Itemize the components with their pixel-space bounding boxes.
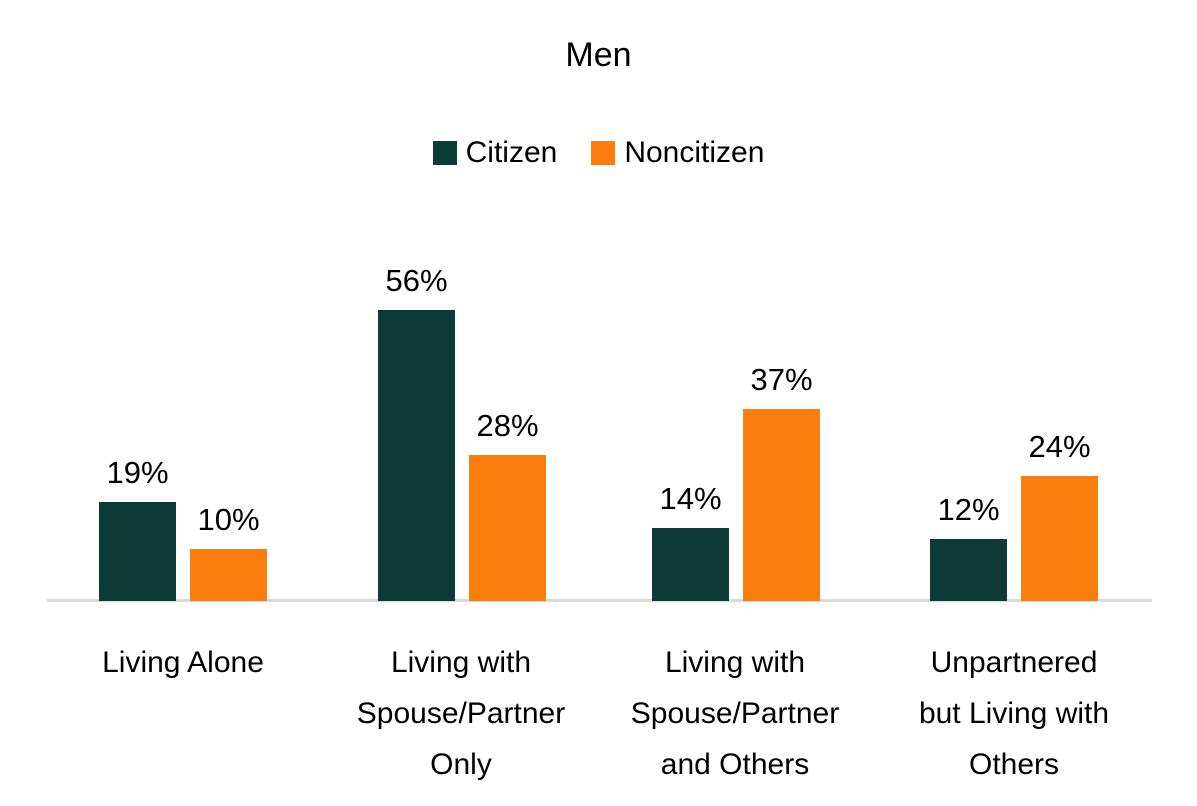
x-axis-line	[47, 599, 1152, 602]
legend-label-noncitizen: Noncitizen	[624, 136, 765, 169]
chart-title: Men	[565, 36, 632, 74]
bar-group-unpartnered: 12% 24%	[930, 427, 1098, 601]
bar-column: 19%	[99, 453, 176, 601]
bar-group-spouse-only: 56% 28%	[378, 261, 546, 601]
bar-group-living-alone: 19% 10%	[99, 453, 267, 601]
category-label-line: Spouse/Partner	[356, 697, 566, 730]
bar-citizen	[930, 539, 1007, 601]
category-label-line: Others	[968, 748, 1060, 781]
category-label-line: Living Alone	[102, 646, 264, 679]
value-label: 56%	[385, 263, 448, 298]
category-label-line: Spouse/Partner	[630, 697, 840, 730]
bar-column: 12%	[930, 490, 1007, 601]
value-label: 12%	[937, 492, 1000, 527]
value-label: 24%	[1028, 429, 1091, 464]
bar-column: 37%	[743, 360, 820, 601]
legend-item-noncitizen: Noncitizen	[591, 136, 764, 170]
value-label: 10%	[197, 502, 260, 537]
citizen-swatch-icon	[432, 141, 457, 165]
category-label-spouse-only: Living with Spouse/Partner Only	[311, 637, 611, 790]
category-label-line: Living with	[390, 646, 532, 679]
bar-column: 56%	[378, 261, 455, 601]
noncitizen-swatch-icon	[591, 141, 616, 165]
plot-area: 19% 10% 56% 28% 14% 37%	[47, 261, 1152, 602]
bar-column: 24%	[1021, 427, 1098, 601]
bar-group-spouse-others: 14% 37%	[652, 360, 820, 601]
bar-noncitizen	[469, 455, 546, 601]
category-label-line: but Living with	[918, 697, 1110, 730]
bar-noncitizen	[743, 409, 820, 601]
bar-citizen	[652, 528, 729, 601]
category-label-line: and Others	[660, 748, 810, 781]
value-label: 28%	[476, 408, 539, 443]
bar-citizen	[99, 502, 176, 601]
bar-noncitizen	[190, 549, 267, 601]
bar-column: 10%	[190, 500, 267, 601]
category-label-line: Unpartnered	[930, 646, 1098, 679]
legend-label-citizen: Citizen	[465, 136, 558, 169]
legend-item-citizen: Citizen	[432, 136, 558, 170]
value-label: 14%	[659, 481, 722, 516]
bar-column: 28%	[469, 406, 546, 601]
category-label-unpartnered: Unpartnered but Living with Others	[864, 637, 1164, 790]
bar-noncitizen	[1021, 476, 1098, 601]
category-label-line: Only	[430, 748, 492, 781]
category-label-spouse-others: Living with Spouse/Partner and Others	[585, 637, 885, 790]
value-label: 19%	[106, 455, 169, 490]
bar-column: 14%	[652, 479, 729, 601]
category-label-living-alone: Living Alone	[33, 637, 333, 688]
bar-citizen	[378, 310, 455, 601]
value-label: 37%	[750, 362, 813, 397]
legend: Citizen Noncitizen	[0, 136, 1197, 170]
category-label-line: Living with	[664, 646, 806, 679]
